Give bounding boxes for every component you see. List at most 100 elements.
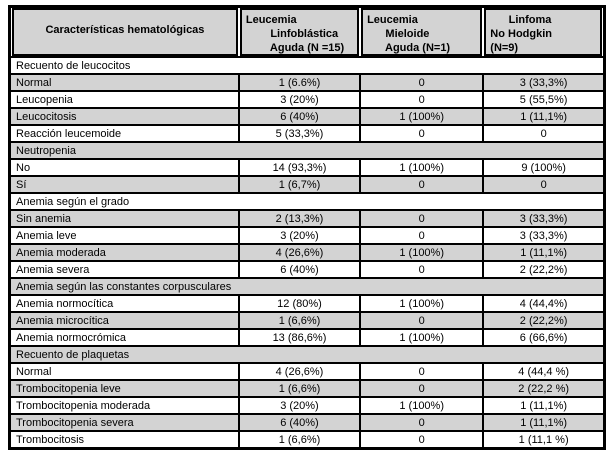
cell-value: 0	[359, 73, 485, 92]
table-row: No 14 (93,3%) 1 (100%) 9 (100%)	[8, 158, 606, 177]
row-label: No	[8, 158, 240, 177]
cell-value: 0	[359, 260, 485, 279]
cell-value: 0	[359, 90, 485, 109]
section-row: Recuento de plaquetas	[8, 345, 606, 364]
cell-value: 1 (6,6%)	[237, 430, 362, 450]
header-leucemia-mieloide-label: Leucemia Mieloide Aguda (N=1)	[361, 8, 483, 56]
cell-value: 0	[359, 124, 485, 143]
row-label: Anemia microcítica	[8, 311, 240, 330]
cell-value: 0	[482, 175, 606, 194]
header-characteristics: Características hematológicas	[9, 6, 239, 57]
cell-value: 1 (11,1 %)	[482, 430, 606, 450]
table-row: Reacción leucemoide 5 (33,3%) 0 0	[8, 124, 606, 143]
cell-value: 1 (11,1%)	[482, 107, 606, 126]
document-page: Características hematológicas Leucemia L…	[8, 5, 606, 450]
cell-value: 1 (6,6%)	[237, 311, 362, 330]
cell-value: 4 (26,6%)	[237, 243, 362, 262]
section-label: Neutropenia	[8, 141, 606, 160]
header-linfoma-no-hodgkin-label: Linfoma No Hodgkin (N=9)	[484, 8, 602, 56]
cell-value: 2 (22,2%)	[482, 260, 606, 279]
row-label: Trombocitopenia severa	[8, 413, 240, 432]
section-label: Anemia según las constantes corpusculare…	[8, 277, 606, 296]
cell-value: 0	[359, 226, 485, 245]
table-body: Recuento de leucocitos Normal 1 (6.6%) 0 3 (…	[8, 56, 606, 450]
row-label: Anemia leve	[8, 226, 240, 245]
row-label: Anemia severa	[8, 260, 240, 279]
cell-value: 0	[359, 430, 485, 450]
row-label: Normal	[8, 73, 240, 92]
cell-value: 3 (33,3%)	[482, 226, 606, 245]
cell-value: 3 (20%)	[237, 396, 362, 415]
cell-value: 6 (40%)	[237, 260, 362, 279]
cell-value: 4 (44,4%)	[482, 294, 606, 313]
header-leucemia-linfoblastica-label: Leucemia Linfoblástica Aguda (N =15)	[239, 8, 360, 56]
cell-value: 1 (11,1%)	[482, 396, 606, 415]
row-label: Trombocitopenia leve	[8, 379, 240, 398]
table-row: Trombocitopenia leve 1 (6,6%) 0 2 (22,2 %)	[8, 379, 606, 398]
table-row: Anemia normocrómica 13 (86,6%) 1 (100%) 6 (…	[8, 328, 606, 347]
row-label: Trombocitosis	[8, 430, 240, 450]
cell-value: 3 (20%)	[237, 90, 362, 109]
cell-value: 0	[359, 362, 485, 381]
table-row: Normal 4 (26,6%) 0 4 (44,4 %)	[8, 362, 606, 381]
cell-value: 5 (33,3%)	[237, 124, 362, 143]
cell-value: 1 (100%)	[359, 294, 485, 313]
table-row: Normal 1 (6.6%) 0 3 (33,3%)	[8, 73, 606, 92]
table-row: Anemia moderada 4 (26,6%) 1 (100%) 1 (11,1%…	[8, 243, 606, 262]
header-row: Características hematológicas Leucemia L…	[9, 6, 605, 57]
cell-value: 1 (100%)	[359, 328, 485, 347]
row-label: Reacción leucemoide	[8, 124, 240, 143]
cell-value: 1 (100%)	[359, 158, 485, 177]
table-row: Anemia severa 6 (40%) 0 2 (22,2%)	[8, 260, 606, 279]
cell-value: 6 (40%)	[237, 413, 362, 432]
cell-value: 9 (100%)	[482, 158, 606, 177]
table-header: Características hematológicas Leucemia L…	[9, 6, 605, 57]
section-label: Recuento de plaquetas	[8, 345, 606, 364]
table-row: Trombocitopenia severa 6 (40%) 0 1 (11,1%)	[8, 413, 606, 432]
section-row: Anemia según las constantes corpusculare…	[8, 277, 606, 296]
cell-value: 1 (100%)	[359, 396, 485, 415]
cell-value: 3 (33,3%)	[482, 209, 606, 228]
table-row: Sin anemia 2 (13,3%) 0 3 (33,3%)	[8, 209, 606, 228]
header-characteristics-label: Características hematológicas	[12, 8, 238, 56]
cell-value: 2 (22,2%)	[482, 311, 606, 330]
cell-value: 1 (6,6%)	[237, 379, 362, 398]
cell-value: 1 (11,1%)	[482, 413, 606, 432]
cell-value: 5 (55,5%)	[482, 90, 606, 109]
cell-value: 1 (11,1%)	[482, 243, 606, 262]
row-label: Sin anemia	[8, 209, 240, 228]
section-row: Anemia según el grado	[8, 192, 606, 211]
cell-value: 3 (33,3%)	[482, 73, 606, 92]
cell-value: 0	[359, 311, 485, 330]
row-label: Trombocitopenia moderada	[8, 396, 240, 415]
section-label: Recuento de leucocitos	[8, 56, 606, 75]
row-label: Anemia normocítica	[8, 294, 240, 313]
cell-value: 4 (44,4 %)	[482, 362, 606, 381]
table-row: Trombocitopenia moderada 3 (20%) 1 (100%) 1…	[8, 396, 606, 415]
table-row: Anemia microcítica 1 (6,6%) 0 2 (22,2%)	[8, 311, 606, 330]
table-row: Anemia normocítica 12 (80%) 1 (100%) 4 (44,…	[8, 294, 606, 313]
cell-value: 1 (6.6%)	[237, 73, 362, 92]
table-row: Leucocitosis 6 (40%) 1 (100%) 1 (11,1%)	[8, 107, 606, 126]
table-row: Leucopenia 3 (20%) 0 5 (55,5%)	[8, 90, 606, 109]
section-row: Recuento de leucocitos	[8, 56, 606, 75]
header-linfoma-no-hodgkin: Linfoma No Hodgkin (N=9)	[483, 6, 605, 57]
cell-value: 14 (93,3%)	[237, 158, 362, 177]
cell-value: 4 (26,6%)	[237, 362, 362, 381]
row-label: Leucocitosis	[8, 107, 240, 126]
section-row: Neutropenia	[8, 141, 606, 160]
cell-value: 0	[359, 379, 485, 398]
cell-value: 12 (80%)	[237, 294, 362, 313]
table-row: Trombocitosis 1 (6,6%) 0 1 (11,1 %)	[8, 430, 606, 450]
cell-value: 1 (6,7%)	[237, 175, 362, 194]
cell-value: 2 (22,2 %)	[482, 379, 606, 398]
row-label: Anemia normocrómica	[8, 328, 240, 347]
cell-value: 1 (100%)	[359, 107, 485, 126]
row-label: Normal	[8, 362, 240, 381]
section-label: Anemia según el grado	[8, 192, 606, 211]
cell-value: 0	[482, 124, 606, 143]
cell-value: 13 (86,6%)	[237, 328, 362, 347]
cell-value: 2 (13,3%)	[237, 209, 362, 228]
cell-value: 0	[359, 209, 485, 228]
cell-value: 6 (40%)	[237, 107, 362, 126]
